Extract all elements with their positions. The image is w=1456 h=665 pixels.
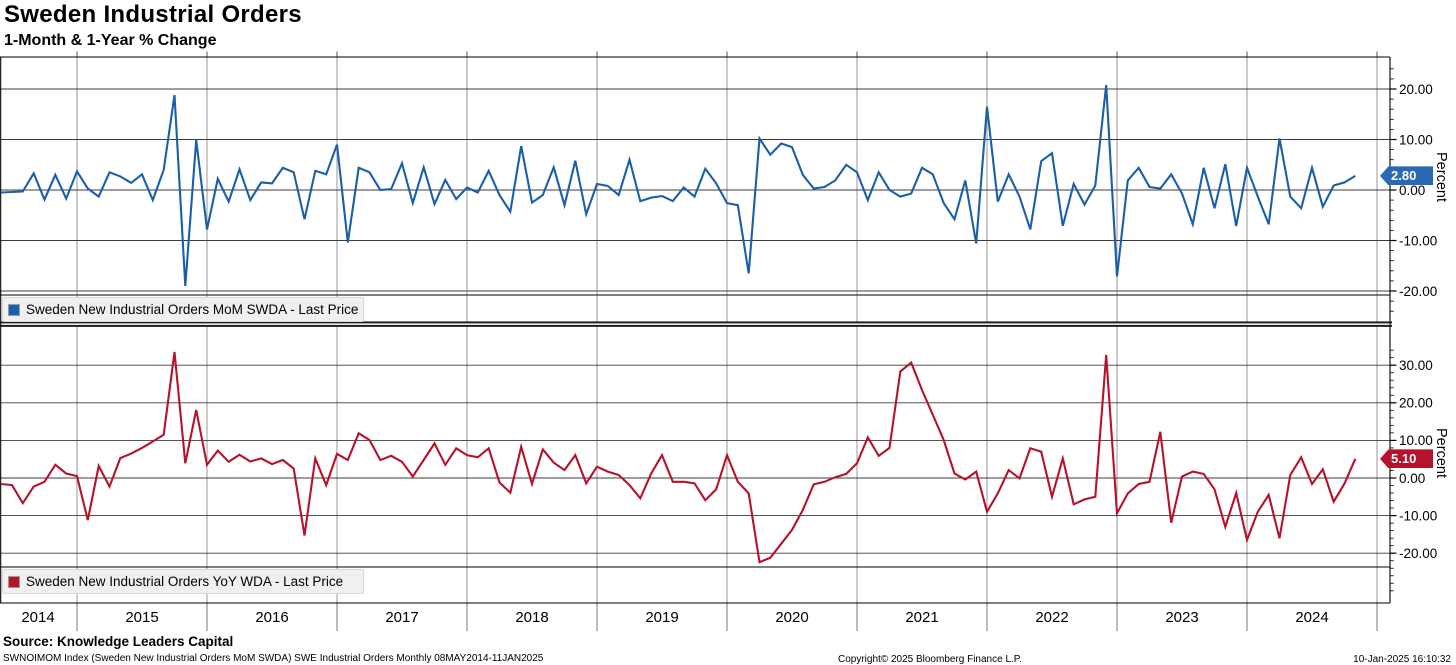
legend-mom[interactable]: Sweden New Industrial Orders MoM SWDA - … xyxy=(2,297,364,322)
x-axis-year-label: 2014 xyxy=(21,609,55,626)
y-tick-label: 0.00 xyxy=(1399,183,1425,198)
y-tick-label: 10.00 xyxy=(1399,433,1433,448)
ticker-description: SWNOIMOM Index (Sweden New Industrial Or… xyxy=(3,653,544,664)
x-axis-year-label: 2018 xyxy=(515,609,549,626)
page-title: Sweden Industrial Orders xyxy=(4,1,302,28)
series-line-mom xyxy=(1,84,1356,286)
y-tick-label: 0.00 xyxy=(1399,471,1425,486)
legend-label-yoy: Sweden New Industrial Orders YoY WDA - L… xyxy=(26,574,344,589)
page-subtitle: 1-Month & 1-Year % Change xyxy=(4,32,217,49)
last-price-badge-yoy[interactable]: 5.10 xyxy=(1380,449,1433,469)
x-axis-year-label: 2023 xyxy=(1165,609,1199,626)
legend-label-mom: Sweden New Industrial Orders MoM SWDA - … xyxy=(26,302,359,317)
x-axis-year-label: 2022 xyxy=(1035,609,1069,626)
x-axis-year-label: 2024 xyxy=(1295,609,1329,626)
x-axis-year-label: 2015 xyxy=(125,609,159,626)
y-tick-label: 30.00 xyxy=(1399,358,1433,373)
last-price-value-yoy: 5.10 xyxy=(1391,451,1417,467)
x-axis-year-label: 2019 xyxy=(645,609,679,626)
y-tick-label: -10.00 xyxy=(1399,508,1437,523)
legend-swatch-yoy-icon xyxy=(8,575,20,588)
y-tick-label: 20.00 xyxy=(1399,396,1433,411)
y-tick-label: -20.00 xyxy=(1399,546,1437,561)
y-tick-label: -10.00 xyxy=(1399,233,1437,248)
timestamp: 10-Jan-2025 16:10:32 xyxy=(1353,654,1451,665)
series-line-yoy xyxy=(1,351,1357,564)
y-axis-title-bottom: Percent xyxy=(1433,428,1449,478)
last-price-value-mom: 2.80 xyxy=(1391,168,1417,184)
x-axis-year-label: 2016 xyxy=(255,609,289,626)
y-axis-title-top: Percent xyxy=(1433,152,1449,202)
legend-yoy[interactable]: Sweden New Industrial Orders YoY WDA - L… xyxy=(2,569,364,594)
source-note: Source: Knowledge Leaders Capital xyxy=(3,634,234,649)
y-tick-label: 20.00 xyxy=(1399,82,1433,97)
y-tick-label: -20.00 xyxy=(1399,284,1437,299)
x-axis-year-label: 2021 xyxy=(905,609,939,626)
y-tick-label: 10.00 xyxy=(1399,132,1433,147)
copyright-note: Copyright© 2025 Bloomberg Finance L.P. xyxy=(838,654,1022,665)
panel-divider xyxy=(0,321,1392,324)
x-axis-year-label: 2020 xyxy=(775,609,809,626)
panel-divider xyxy=(0,324,1392,327)
legend-swatch-mom-icon xyxy=(8,303,20,316)
last-price-badge-mom[interactable]: 2.80 xyxy=(1380,166,1433,186)
x-axis-year-label: 2017 xyxy=(385,609,419,626)
